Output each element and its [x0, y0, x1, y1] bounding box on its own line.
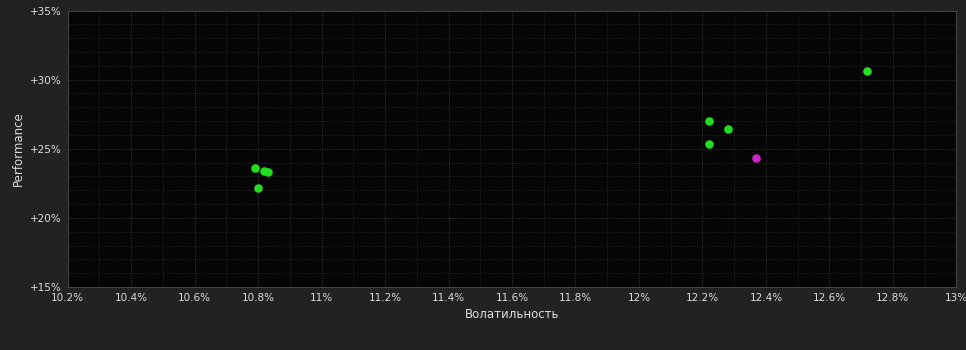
Y-axis label: Performance: Performance: [12, 111, 25, 186]
Point: [720, 126, 735, 132]
Point: [749, 155, 764, 161]
Point: [701, 118, 717, 124]
X-axis label: Волатильность: Волатильность: [465, 308, 559, 321]
Point: [250, 186, 266, 191]
Point: [260, 169, 275, 175]
Point: [257, 168, 272, 174]
Point: [701, 141, 717, 147]
Point: [860, 68, 875, 74]
Point: [247, 165, 263, 171]
